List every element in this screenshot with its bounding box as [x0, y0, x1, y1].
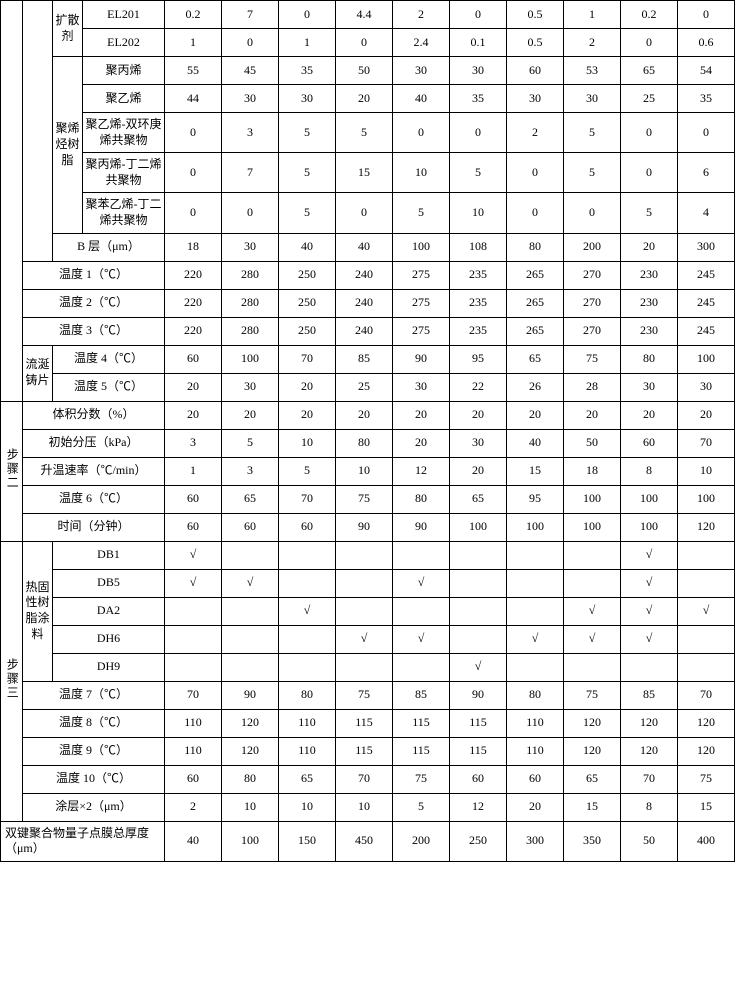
row-label: 温度 6（℃） — [23, 485, 165, 513]
row-label: DB1 — [53, 541, 165, 569]
table-row: DA2 √√√√ — [1, 597, 735, 625]
table-row: 聚乙烯-双环庚烯共聚物 0355002500 — [1, 113, 735, 153]
diffuser-group: 扩散剂 — [53, 1, 83, 57]
table-row: 双键聚合物量子点膜总厚度（μm） 40100150450200250300350… — [1, 821, 735, 861]
row-label: EL202 — [83, 29, 165, 57]
row-label: 初始分压（kPa） — [23, 429, 165, 457]
row-label: 温度 1（℃） — [23, 261, 165, 289]
table-row: EL202 10102.40.10.5200.6 — [1, 29, 735, 57]
thermoset-group: 热固性树脂涂料 — [23, 541, 53, 681]
table-row: 温度 8（℃） 110120110115115115110120120120 — [1, 709, 735, 737]
table-row: 温度 3（℃） 220280250240275235265270230245 — [1, 317, 735, 345]
row-label: 温度 7（℃） — [23, 681, 165, 709]
row-label: 双键聚合物量子点膜总厚度（μm） — [1, 821, 165, 861]
table-row: 温度 10（℃） 60806570756060657075 — [1, 765, 735, 793]
row-label: 聚苯乙烯-丁二烯共聚物 — [83, 193, 165, 233]
step-2: 步骤二 — [1, 401, 23, 541]
data-table: 扩散剂 EL201 0.2704.4200.510.20 EL202 10102… — [0, 0, 735, 862]
table-row: 步骤三 热固性树脂涂料 DB1 √√ — [1, 541, 735, 569]
row-label: EL201 — [83, 1, 165, 29]
step-3: 步骤三 — [1, 541, 23, 821]
polyolefin-group: 聚烯烃树脂 — [53, 57, 83, 234]
table-row: 温度 9（℃） 110120110115115115110120120120 — [1, 737, 735, 765]
row-label: 聚丙烯 — [83, 57, 165, 85]
row-label: 温度 9（℃） — [23, 737, 165, 765]
table-row: DH6 √√√√√ — [1, 625, 735, 653]
table-row: 聚丙烯-丁二烯共聚物 075151050506 — [1, 153, 735, 193]
row-label: 温度 4（℃） — [53, 345, 165, 373]
row-label: 温度 10（℃） — [23, 765, 165, 793]
row-label: DB5 — [53, 569, 165, 597]
table-row: 温度 2（℃） 220280250240275235265270230245 — [1, 289, 735, 317]
row-label: 温度 2（℃） — [23, 289, 165, 317]
row-label: 时间（分钟） — [23, 513, 165, 541]
table-row: DH9 √ — [1, 653, 735, 681]
row-label: 温度 5（℃） — [53, 373, 165, 401]
row-label: 聚乙烯 — [83, 85, 165, 113]
row-label: DH9 — [53, 653, 165, 681]
table-row: 温度 7（℃） 70908075859080758570 — [1, 681, 735, 709]
table-row: 涂层×2（μm） 21010105122015815 — [1, 793, 735, 821]
table-row: 温度 5（℃） 20302025302226283030 — [1, 373, 735, 401]
row-label: B 层（μm） — [53, 233, 165, 261]
row-label: 聚乙烯-双环庚烯共聚物 — [83, 113, 165, 153]
table-row: 聚烯烃树脂 聚丙烯 55453550303060536554 — [1, 57, 735, 85]
table-row: B 层（μm） 183040401001088020020300 — [1, 233, 735, 261]
table-row: 聚苯乙烯-丁二烯共聚物 00505100054 — [1, 193, 735, 233]
table-row: 聚乙烯 44303020403530302535 — [1, 85, 735, 113]
table-row: 时间（分钟） 6060609090100100100100120 — [1, 513, 735, 541]
row-label: DA2 — [53, 597, 165, 625]
row-label: DH6 — [53, 625, 165, 653]
table-row: 扩散剂 EL201 0.2704.4200.510.20 — [1, 1, 735, 29]
table-row: 步骤二 体积分数（%） 20202020202020202020 — [1, 401, 735, 429]
row-label: 温度 8（℃） — [23, 709, 165, 737]
row-label: 涂层×2（μm） — [23, 793, 165, 821]
row-label: 体积分数（%） — [23, 401, 165, 429]
table-row: DB5 √√√√ — [1, 569, 735, 597]
cast-group: 流涎铸片 — [23, 345, 53, 401]
table-row: 初始分压（kPa） 351080203040506070 — [1, 429, 735, 457]
row-label: 温度 3（℃） — [23, 317, 165, 345]
table-row: 温度 6（℃） 60657075806595100100100 — [1, 485, 735, 513]
row-label: 聚丙烯-丁二烯共聚物 — [83, 153, 165, 193]
row-label: 升温速率（℃/min） — [23, 457, 165, 485]
table-row: 温度 1（℃） 220280250240275235265270230245 — [1, 261, 735, 289]
table-row: 流涎铸片 温度 4（℃） 6010070859095657580100 — [1, 345, 735, 373]
table-row: 升温速率（℃/min） 1351012201518810 — [1, 457, 735, 485]
